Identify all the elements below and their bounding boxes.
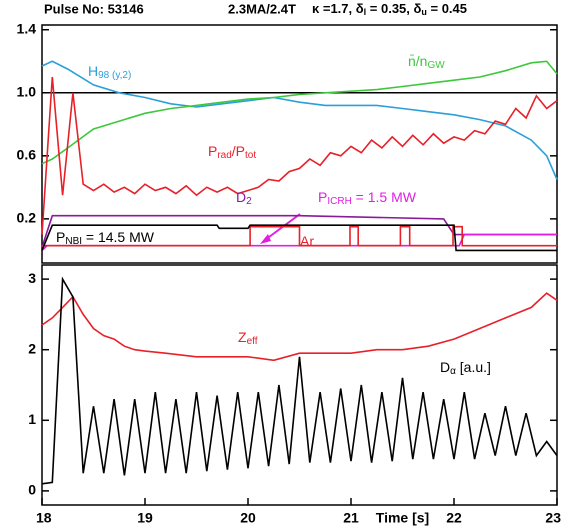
x-tick-label: 23 bbox=[545, 510, 561, 526]
x-axis-label: Time [s] bbox=[376, 510, 429, 526]
series-label: Prad/Ptot bbox=[208, 143, 256, 161]
chart-subtitle: 2.3MA/2.4T bbox=[228, 1, 296, 16]
text-part: Z bbox=[238, 329, 247, 345]
text-part: [a.u.] bbox=[456, 359, 491, 375]
series-label: Ar bbox=[300, 233, 314, 249]
text-part: P bbox=[56, 229, 65, 245]
text-part: P bbox=[318, 189, 327, 205]
y-tick-label: 2 bbox=[28, 340, 36, 356]
text-part: n̄/n bbox=[408, 53, 427, 69]
series-line bbox=[41, 276, 558, 485]
subscript: GW bbox=[427, 60, 445, 71]
y-tick-label: 0.2 bbox=[17, 210, 37, 226]
x-tick-label: 22 bbox=[446, 510, 462, 526]
series-line bbox=[41, 292, 558, 362]
series-line bbox=[41, 224, 557, 252]
series-label: D2 bbox=[236, 189, 252, 207]
text-part: P bbox=[208, 143, 217, 159]
y-tick-label: 1 bbox=[28, 411, 36, 427]
text-part: D bbox=[440, 359, 450, 375]
series-label: PNBI = 14.5 MW bbox=[56, 229, 155, 247]
text-part: Ar bbox=[300, 233, 314, 249]
subscript: u bbox=[421, 7, 427, 17]
x-tick-label: 21 bbox=[343, 510, 359, 526]
series-label: H98 (y,2) bbox=[88, 63, 131, 81]
series-label: n̄/nGW bbox=[408, 53, 445, 71]
series-line bbox=[41, 60, 558, 180]
arrow-head bbox=[260, 234, 271, 244]
parameters: κ =1.7, δl = 0.35, δu = 0.45 bbox=[312, 1, 467, 17]
x-tick-label: 19 bbox=[137, 510, 153, 526]
text-part: D bbox=[236, 189, 246, 205]
chart-title: Pulse No: 53146 bbox=[44, 1, 144, 16]
text-part: = 1.5 MW bbox=[352, 189, 417, 205]
y-tick-label: 0.6 bbox=[17, 147, 37, 163]
series-label: Zeff bbox=[238, 329, 258, 347]
subscript: α bbox=[450, 366, 456, 377]
series-line bbox=[41, 76, 558, 235]
y-tick-label: 0 bbox=[28, 482, 36, 498]
text-part: κ =1.7, δ bbox=[312, 1, 364, 16]
series-line bbox=[41, 60, 558, 165]
series-line bbox=[41, 233, 557, 251]
subscript: 98 (y,2) bbox=[98, 70, 131, 81]
text-part: /P bbox=[232, 143, 245, 159]
text-part: H bbox=[88, 63, 98, 79]
y-tick-label: 1.0 bbox=[17, 83, 37, 99]
subscript: l bbox=[364, 7, 367, 17]
x-tick-label: 20 bbox=[240, 510, 256, 526]
subscript: tot bbox=[245, 150, 256, 161]
text-part: = 0.45 bbox=[427, 1, 467, 16]
series-label: Dα [a.u.] bbox=[440, 359, 491, 377]
x-tick-label: 18 bbox=[36, 510, 52, 526]
plot-frame bbox=[41, 24, 558, 264]
y-tick-label: 1.4 bbox=[17, 20, 37, 36]
subscript: ICRH bbox=[327, 196, 351, 207]
text-part: = 14.5 MW bbox=[82, 229, 155, 245]
subscript: NBI bbox=[65, 236, 82, 247]
subscript: rad bbox=[217, 150, 231, 161]
series-label: PICRH = 1.5 MW bbox=[318, 189, 417, 207]
text-part: = 0.35, δ bbox=[366, 1, 421, 16]
y-tick-label: 3 bbox=[28, 270, 36, 286]
subscript: eff bbox=[247, 336, 258, 347]
plot-frame bbox=[41, 264, 558, 506]
subscript: 2 bbox=[246, 196, 252, 207]
